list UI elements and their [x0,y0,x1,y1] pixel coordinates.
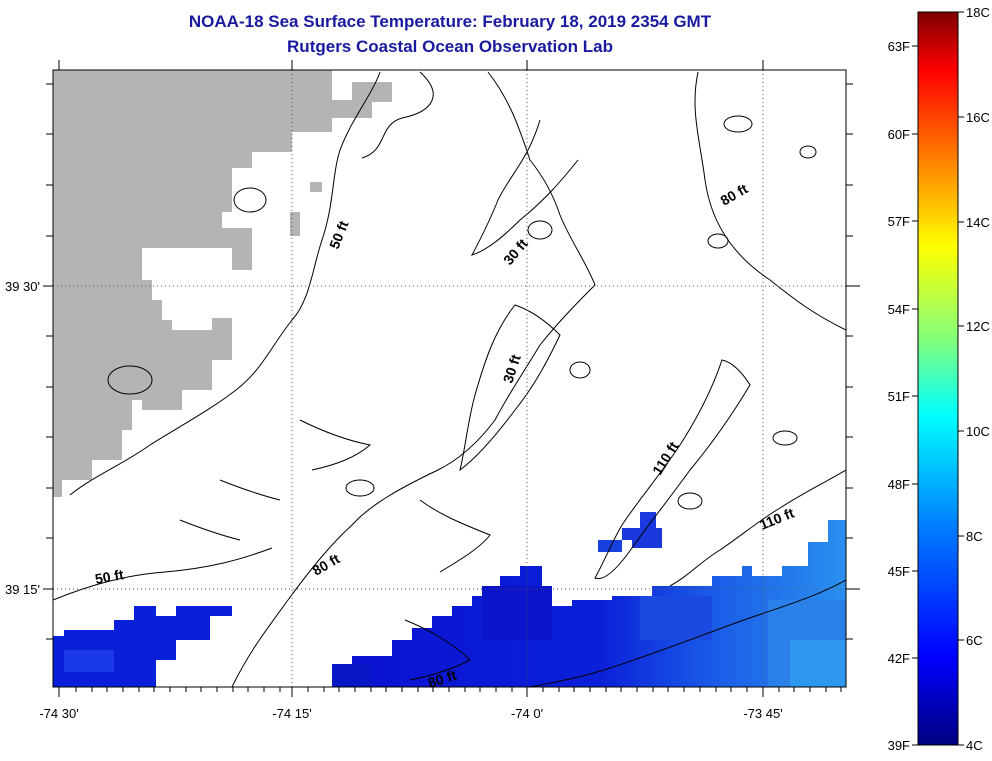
contour-110ft-east [669,469,846,587]
land-patch [310,182,322,192]
contour-label: 30 ft [500,352,524,385]
contour-30ft-ridge [361,71,434,159]
contour-label: 50 ft [94,566,125,587]
colorbar-c-label: 4C [966,738,983,753]
contour-ring [707,233,729,249]
contour-label: 110 ft [649,438,682,477]
colorbar-f-label: 60F [888,127,910,142]
contour-label: 110 ft [757,504,797,532]
contour-ring [233,187,267,213]
contour-small [219,479,281,501]
contour-ring [569,361,591,379]
land-patch [290,212,300,236]
colorbar-c-label: 12C [966,319,990,334]
colorbar: 63F 60F 57F 54F 51F 48F 45F 42F 39F 18C … [888,5,990,753]
contour-small [179,519,241,541]
x-tick-label: -74 30' [39,706,78,721]
map-subtitle: Rutgers Coastal Ocean Observation Lab [287,37,613,56]
colorbar-f-label: 48F [888,477,910,492]
colorbar-f-label: 45F [888,564,910,579]
contour-50ft-south [53,547,273,601]
contour-ring [677,492,703,510]
contour-ring [799,145,817,159]
contour-ring [772,430,798,446]
x-tick-label: -74 15' [272,706,311,721]
contour-50ft [69,71,381,496]
bathymetry-contours [53,71,846,687]
graticule [53,70,846,687]
map-area: 50 ft 30 ft 80 ft 30 ft 110 ft 110 ft 80… [53,70,846,687]
land-mass [53,70,392,497]
colorbar-f-label: 51F [888,389,910,404]
contour-label: 50 ft [326,218,352,251]
colorbar-f-label: 57F [888,214,910,229]
map-title: NOAA-18 Sea Surface Temperature: Februar… [188,12,712,31]
contour-30ft [470,119,579,256]
contour-deep [529,579,846,687]
contour-80ft-ridge [459,304,561,472]
y-tick-label: 39 30' [5,279,40,294]
x-tick-label: -73 45' [743,706,782,721]
colorbar-c-label: 18C [966,5,990,20]
contour-80ft [231,71,596,687]
colorbar-f-label: 63F [888,39,910,54]
contour-ring [107,365,153,395]
colorbar-f-label: 39F [888,738,910,753]
colorbar-f-label: 42F [888,651,910,666]
sst-blocks [53,512,846,687]
colorbar-gradient [917,11,959,746]
x-tick-label: -74 0' [511,706,543,721]
colorbar-c-label: 8C [966,529,983,544]
contour-80ft-east [694,71,846,331]
contour-label: 80 ft [310,550,343,578]
contour-110ft [594,359,751,580]
contour-ring [723,115,753,133]
contour-ring [527,220,553,240]
contour-inner [404,619,471,681]
y-tick-label: 39 15' [5,582,40,597]
colorbar-c-label: 14C [966,215,990,230]
contour-mid [419,499,491,573]
contour-shelf [299,419,372,471]
contour-label: 80 ft [718,180,751,208]
colorbar-c-label: 10C [966,424,990,439]
colorbar-c-label: 16C [966,110,990,125]
contour-label: 30 ft [500,235,531,268]
axis-ticks [43,60,860,697]
colorbar-c-label: 6C [966,633,983,648]
contour-ring [345,479,375,497]
colorbar-f-label: 54F [888,302,910,317]
